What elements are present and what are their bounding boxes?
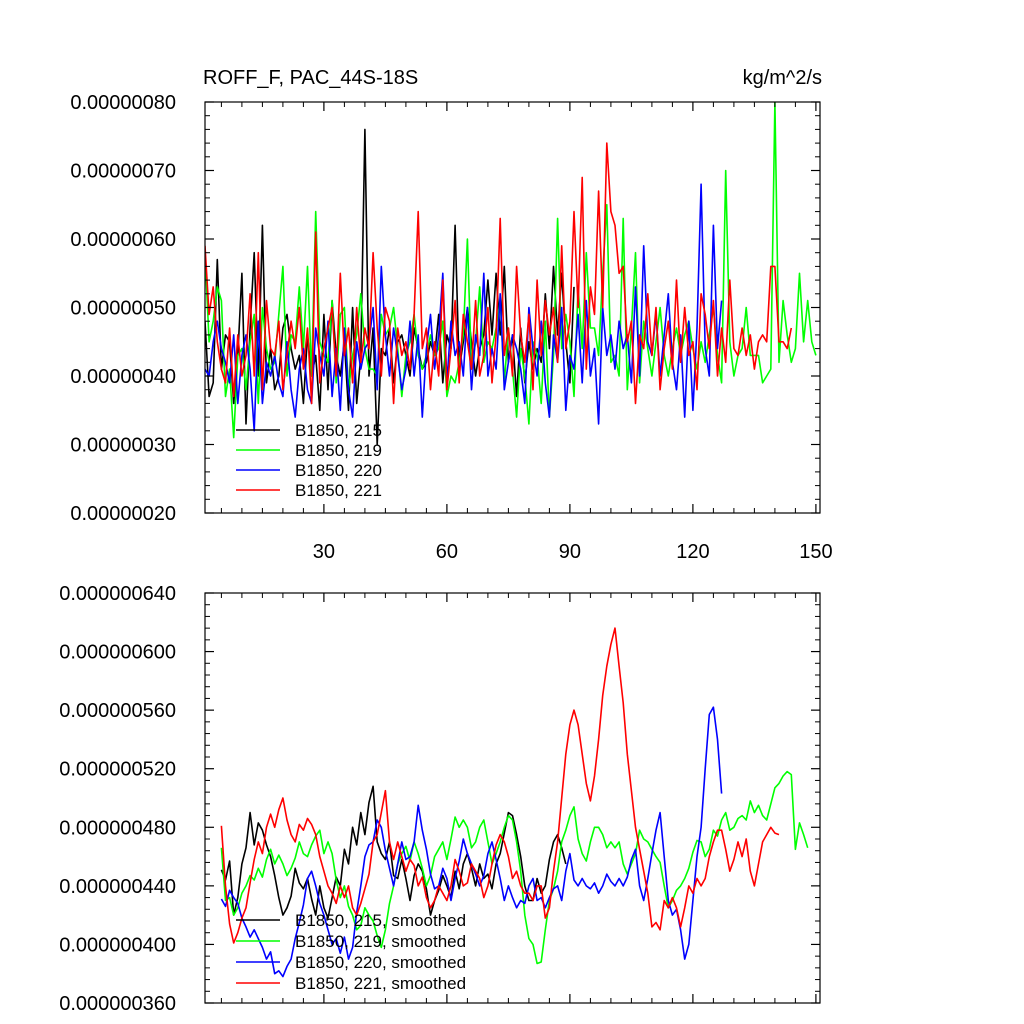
series-line-3 xyxy=(205,183,723,432)
y-tick-label: 0.00000070 xyxy=(70,161,176,183)
x-tick-label: 120 xyxy=(676,541,709,563)
legend-label: B1850, 215, smoothed xyxy=(295,911,466,930)
y-tick-label: 0.000000480 xyxy=(59,817,176,839)
x-tick-label: 90 xyxy=(559,541,581,563)
series-line-1 xyxy=(205,128,575,446)
y-tick-label: 0.000000440 xyxy=(59,876,176,898)
chart-title-units: kg/m^2/s xyxy=(743,67,822,89)
series-line-4 xyxy=(205,142,793,405)
legend-label: B1850, 221, smoothed xyxy=(295,974,466,993)
y-tick-label: 0.000000520 xyxy=(59,759,176,781)
y-tick-label: 0.000000560 xyxy=(59,700,176,722)
y-tick-label: 0.000000400 xyxy=(59,934,176,956)
y-tick-label: 0.00000060 xyxy=(70,229,176,251)
y-tick-label: 0.00000040 xyxy=(70,366,176,388)
legend-label: B1850, 219, smoothed xyxy=(295,932,466,951)
x-tick-label: 30 xyxy=(313,541,335,563)
bottom-panel: 0.000000360 0.000000400 0.000000440 0.00000… xyxy=(59,583,821,1015)
series-line-2 xyxy=(205,102,817,439)
legend-label: B1850, 221 xyxy=(295,481,382,500)
y-tick-label: 0.00000030 xyxy=(70,435,176,457)
chart-title-left: ROFF_F, PAC_44S-18S xyxy=(203,67,418,89)
y-tick-label: 0.00000050 xyxy=(70,298,176,320)
plot-frame xyxy=(204,592,821,1004)
top-panel: ROFF_F, PAC_44S-18S kg/m^2/s 0.00000020 0… xyxy=(70,67,832,563)
series-line-2 xyxy=(220,770,809,965)
y-tick-label: 0.00000020 xyxy=(70,503,176,525)
y-tick-label: 0.000000600 xyxy=(59,642,176,664)
y-tick-label: 0.000000360 xyxy=(59,993,176,1015)
x-tick-label: 60 xyxy=(436,541,458,563)
series-line-4 xyxy=(220,627,780,944)
series-line-1 xyxy=(220,785,567,919)
y-tick-label: 0.000000640 xyxy=(59,583,176,605)
legend-label: B1850, 220 xyxy=(295,461,382,480)
legend-label: B1850, 220, smoothed xyxy=(295,953,466,972)
y-tick-label: 0.00000080 xyxy=(70,92,176,114)
x-tick-label: 150 xyxy=(799,541,832,563)
legend-label: B1850, 219 xyxy=(295,441,382,460)
legend-label: B1850, 215 xyxy=(295,421,382,440)
